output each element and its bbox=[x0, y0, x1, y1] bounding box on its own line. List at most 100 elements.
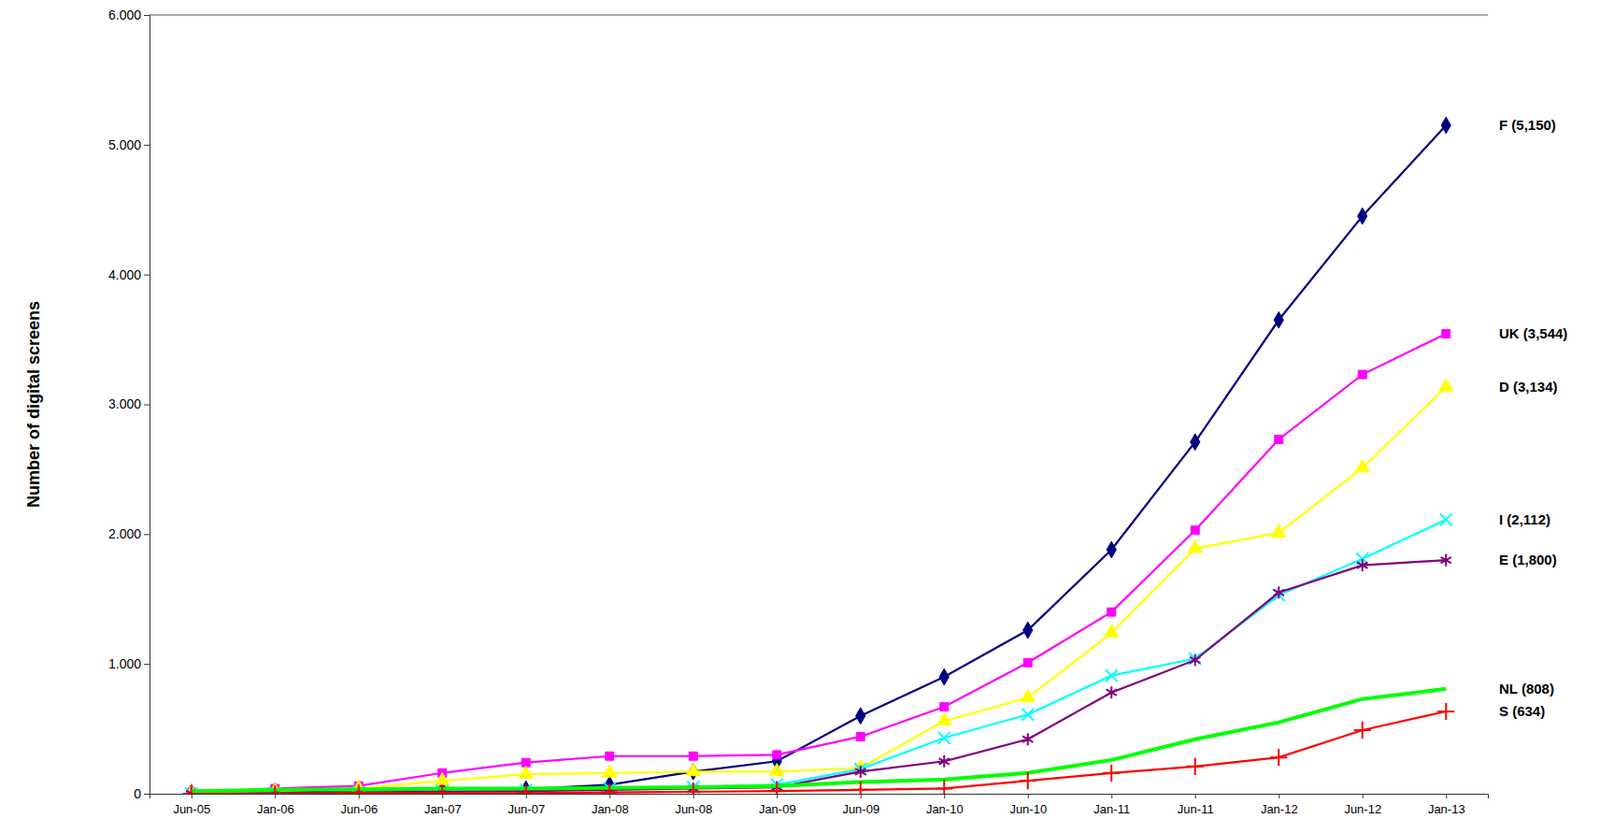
x-tick-mark bbox=[1111, 793, 1113, 799]
marker bbox=[1189, 653, 1200, 666]
marker bbox=[1020, 688, 1035, 701]
x-tick-mark bbox=[1195, 793, 1197, 799]
marker bbox=[1273, 585, 1285, 599]
x-tick-mark bbox=[358, 793, 360, 799]
marker bbox=[939, 668, 949, 686]
marker bbox=[1442, 329, 1451, 339]
marker bbox=[605, 751, 615, 760]
marker bbox=[1187, 540, 1202, 553]
series-label: F (5,150) bbox=[1499, 116, 1557, 133]
x-tick-mark bbox=[943, 793, 945, 799]
x-tick-mark bbox=[191, 793, 193, 799]
x-tick: Jan-07 bbox=[424, 793, 462, 816]
marker bbox=[1190, 526, 1200, 535]
x-tick: Jan-13 bbox=[1428, 793, 1466, 816]
x-tick: Jun-06 bbox=[340, 793, 378, 816]
marker bbox=[939, 755, 950, 768]
y-tick: 3.000 bbox=[108, 396, 150, 412]
x-tick-label: Jan-13 bbox=[1428, 801, 1466, 816]
marker bbox=[1357, 370, 1367, 379]
marker bbox=[433, 784, 451, 794]
plot: 0 1.000 2.000 3.000 4.000 5.000 6.000 Jun-05 Jan… bbox=[108, 7, 1568, 816]
marker bbox=[1190, 433, 1200, 451]
marker bbox=[938, 731, 951, 744]
x-tick-mark bbox=[526, 793, 528, 799]
x-tick-label: Jan-07 bbox=[424, 801, 462, 816]
chart: 0 1.000 2.000 3.000 4.000 5.000 6.000 Jun-05 Jan… bbox=[0, 0, 1600, 833]
x-tick-label: Jan-11 bbox=[1093, 801, 1130, 816]
marker bbox=[1357, 558, 1368, 572]
marker bbox=[1441, 116, 1451, 134]
x-tick: Jun-10 bbox=[1009, 793, 1047, 816]
marker bbox=[1354, 721, 1372, 739]
y-tick-mark bbox=[143, 144, 150, 146]
marker bbox=[1273, 311, 1284, 329]
series-label: D (3,134) bbox=[1499, 378, 1558, 395]
marker bbox=[940, 702, 949, 712]
series-label: E (1,800) bbox=[1499, 551, 1558, 568]
marks bbox=[183, 116, 1456, 794]
x-axis-line bbox=[150, 794, 1489, 800]
y-tick-label: 3.000 bbox=[108, 396, 142, 412]
marker bbox=[1107, 607, 1116, 616]
series-label: I (2,112) bbox=[1499, 511, 1551, 528]
marker bbox=[772, 750, 782, 759]
series-line bbox=[191, 333, 1447, 793]
x-tick-label: Jan-10 bbox=[926, 801, 964, 816]
x-tick: Jan-10 bbox=[926, 793, 964, 816]
x-tick-label: Jun-06 bbox=[340, 801, 378, 816]
series-label: S (634) bbox=[1499, 702, 1545, 719]
marker bbox=[937, 712, 952, 725]
marker bbox=[1186, 757, 1204, 775]
series-line bbox=[191, 386, 1447, 793]
marker bbox=[1021, 708, 1034, 721]
marker bbox=[1357, 207, 1368, 225]
x-tick-label: Jun-07 bbox=[507, 801, 545, 816]
marker bbox=[935, 779, 953, 794]
y-tick: 6.000 bbox=[108, 7, 150, 23]
marker bbox=[768, 782, 786, 794]
y-tick-mark bbox=[143, 14, 150, 16]
x-tick-label: Jun-05 bbox=[172, 801, 211, 816]
marker bbox=[852, 781, 870, 794]
marker bbox=[1104, 624, 1119, 637]
marker bbox=[1271, 524, 1286, 537]
y-axis-line bbox=[143, 15, 151, 795]
marker bbox=[1439, 378, 1454, 391]
marker bbox=[266, 785, 284, 794]
y-tick: 2.000 bbox=[108, 526, 150, 542]
marker bbox=[600, 784, 618, 794]
marker bbox=[1105, 669, 1118, 682]
y-tick-label: 0 bbox=[133, 785, 142, 801]
marker bbox=[183, 785, 200, 794]
x-tick-label: Jan-12 bbox=[1260, 801, 1299, 816]
series-line bbox=[191, 711, 1447, 794]
x-tick: Jun-08 bbox=[674, 793, 713, 816]
x-tick: Jun-07 bbox=[507, 793, 545, 816]
marker bbox=[1022, 732, 1033, 745]
marker bbox=[1102, 764, 1120, 782]
y-tick-label: 1.000 bbox=[108, 656, 142, 672]
marker bbox=[518, 765, 533, 778]
series-line bbox=[191, 688, 1447, 791]
x-tick-label: Jun-12 bbox=[1343, 801, 1382, 816]
series-label: NL (808) bbox=[1499, 680, 1555, 697]
x-tick-mark bbox=[693, 793, 695, 799]
marker bbox=[435, 771, 450, 785]
marker bbox=[1437, 702, 1455, 720]
x-tick-label: Jun-11 bbox=[1177, 801, 1215, 816]
x-tick-mark bbox=[1028, 793, 1029, 799]
x-tick-mark bbox=[1362, 793, 1364, 799]
x-tick-mark bbox=[442, 793, 443, 799]
x-tick-mark bbox=[860, 793, 862, 799]
y-tick-label: 5.000 bbox=[108, 137, 142, 153]
x-tick: Jan-09 bbox=[758, 793, 797, 816]
y-tick: 0 bbox=[133, 785, 150, 801]
y-axis: 0 1.000 2.000 3.000 4.000 5.000 6.000 bbox=[108, 7, 151, 801]
y-tick-label: 4.000 bbox=[108, 267, 142, 283]
x-tick-mark bbox=[1445, 793, 1447, 799]
y-tick-mark bbox=[143, 793, 150, 795]
y-tick: 4.000 bbox=[108, 267, 150, 283]
y-tick-mark bbox=[143, 404, 150, 406]
x-tick-mark bbox=[609, 793, 611, 799]
